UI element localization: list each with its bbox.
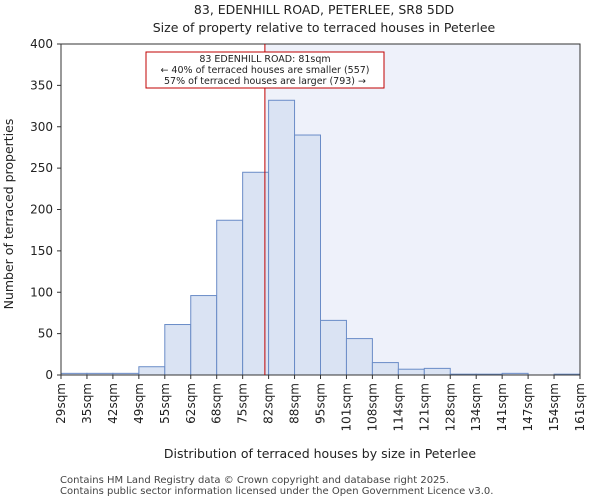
x-tick-label: 68sqm [210,383,224,424]
x-tick-label: 75sqm [236,383,250,424]
bar-108sqm [371,362,399,376]
y-tick-label: 50 [38,327,53,341]
x-axis-title: Distribution of terraced houses by size … [164,446,476,461]
y-tick-label: 400 [30,37,53,51]
annotation-box: 83 EDENHILL ROAD: 81sqm ← 40% of terrace… [145,51,385,89]
y-tick-label: 350 [30,78,53,92]
bar-82sqm [268,99,296,376]
x-tick-label: 29sqm [54,383,68,424]
footer-line-1: Contains HM Land Registry data © Crown c… [60,475,449,486]
y-tick-label: 100 [30,285,53,299]
bar-49sqm [138,366,166,376]
x-tick-label: 154sqm [547,383,561,431]
bar-55sqm [164,324,192,376]
y-tick-label: 0 [45,368,53,382]
bars-group [60,99,581,376]
x-tick-label: 134sqm [469,383,483,431]
x-tick-label: 161sqm [573,383,587,431]
x-tick-label: 121sqm [417,383,431,431]
y-tick-label: 250 [30,161,53,175]
bar-68sqm [216,219,244,376]
bar-88sqm [294,134,321,376]
x-tick-label: 114sqm [391,383,405,431]
x-tick-label: 95sqm [314,383,328,424]
annotation-line-1: 83 EDENHILL ROAD: 81sqm [199,54,330,65]
annotation-line-3: 57% of terraced houses are larger (793) … [164,76,366,87]
bar-95sqm [320,319,347,376]
chart-subtitle: Size of property relative to terraced ho… [153,20,496,35]
y-tick-label: 200 [30,203,53,217]
x-tick-label: 55sqm [158,383,172,424]
x-tick-label: 141sqm [495,383,509,431]
y-axis-title: Number of terraced properties [1,119,16,310]
bar-114sqm [397,368,425,376]
x-tick-label: 108sqm [365,383,379,431]
x-tick-label: 101sqm [339,383,353,431]
x-tick-label: 147sqm [521,383,535,431]
y-tick-label: 150 [30,244,53,258]
x-tick-label: 88sqm [288,383,302,424]
footer-line-2: Contains public sector information licen… [60,486,493,497]
bar-121sqm [423,367,451,376]
x-tick-label: 128sqm [443,383,457,431]
x-axis: 29sqm 35sqm 42sqm 49sqm 55sqm 62sqm 68sqm 75sqm… [54,375,587,431]
x-tick-label: 42sqm [106,383,120,424]
annotation-line-2: ← 40% of terraced houses are smaller (55… [160,65,369,76]
bar-62sqm [190,295,218,376]
bar-75sqm [242,171,270,376]
y-tick-label: 300 [30,120,53,134]
x-tick-label: 62sqm [184,383,198,424]
x-tick-label: 35sqm [80,383,94,424]
chart-title: 83, EDENHILL ROAD, PETERLEE, SR8 5DD [194,2,454,17]
x-tick-label: 49sqm [132,383,146,424]
y-axis: 0 50 100 150 200 250 300 350 400 [30,37,61,382]
bar-101sqm [345,338,373,376]
x-tick-label: 82sqm [262,383,276,424]
annotation-border [145,51,385,89]
